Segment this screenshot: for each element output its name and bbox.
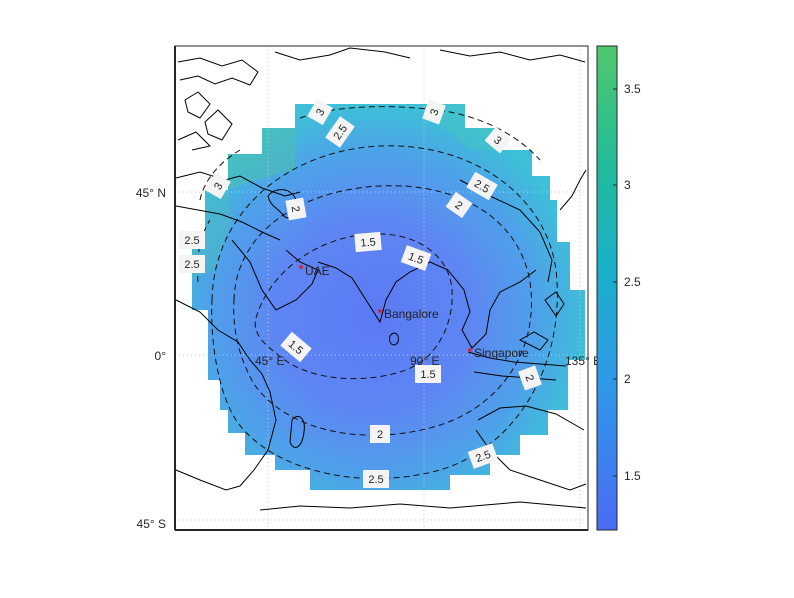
city-marker-singapore: * (467, 344, 473, 360)
lon-tick-45e: 45° E (255, 354, 284, 368)
city-markers: * UAE * Bangalore * Singapore (298, 261, 529, 360)
contour-label: 2 (289, 205, 302, 213)
colorbar-tick: 1.5 (624, 469, 641, 483)
colorbar-tick: 2.5 (624, 275, 641, 289)
city-label-bangalore: Bangalore (384, 307, 439, 321)
contour-label: 2.5 (184, 259, 199, 271)
city-label-singapore: Singapore (474, 346, 529, 360)
contour-label: 3 (212, 181, 225, 192)
lat-tick-45n: 45° N (136, 186, 166, 200)
contour-label: 2 (377, 429, 383, 441)
contour-label: 2.5 (368, 474, 383, 486)
colorbar: 3.5 3 2.5 2 1.5 (596, 45, 641, 531)
contour-labels: 1.5 1.5 1.5 1.5 2 2 2 2 2.5 2.5 2.5 2.5 … (179, 98, 542, 488)
latitude-labels: 45° N 0° 45° S (136, 186, 166, 531)
city-marker-bangalore: * (377, 305, 383, 321)
colorbar-tick: 2 (624, 372, 631, 386)
contour-label: 2 (452, 199, 464, 212)
contour-label: 1.5 (420, 369, 435, 381)
longitude-labels: 45° E 90° E 135° E (255, 354, 601, 368)
colorbar-tick: 3.5 (624, 82, 641, 96)
contour-label: 1.5 (406, 251, 424, 268)
contour-label: 3 (314, 107, 327, 118)
contour-label: 2 (522, 373, 535, 383)
contour-label: 1.5 (360, 236, 376, 249)
contour-label: 2.5 (474, 449, 492, 466)
lat-tick-45s: 45° S (137, 517, 166, 531)
city-label-uae: UAE (305, 264, 330, 278)
contour-label: 2.5 (184, 235, 199, 247)
city-marker-uae: * (298, 261, 304, 277)
colorbar-tick: 3 (624, 178, 631, 192)
contour-label: 3 (428, 107, 441, 117)
lat-tick-0: 0° (155, 349, 167, 363)
lon-tick-135e: 135° E (565, 354, 601, 368)
colorbar-gradient (596, 45, 618, 531)
contour-lines (197, 106, 558, 479)
graticule (175, 46, 588, 530)
lon-tick-90e: 90° E (410, 354, 439, 368)
